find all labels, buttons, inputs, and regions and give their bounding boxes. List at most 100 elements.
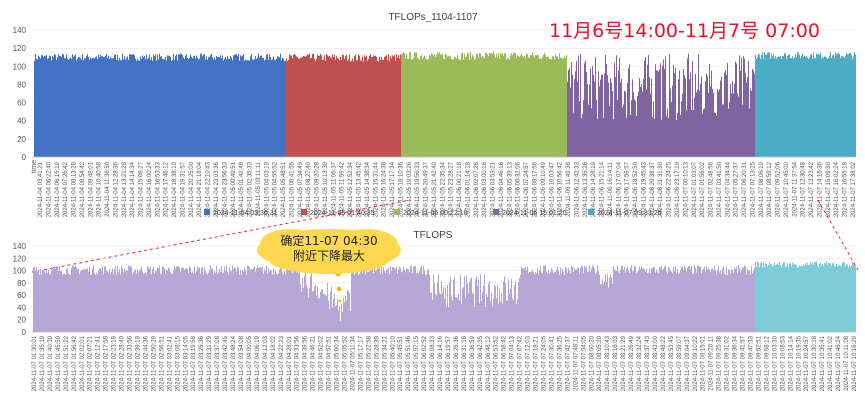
callout-line-2: 附近下降最大 [292,249,365,263]
bottom-bar [49,273,50,332]
top-bar [457,54,458,158]
top-bar [550,58,551,157]
top-bar [119,57,120,157]
top-bar [787,55,788,157]
bottom-bar [536,273,537,332]
top-bar [796,57,797,158]
bottom-bar [299,265,300,332]
top-x-tick-label: 2024-11-05 22:35:34 [440,161,446,217]
bottom-bar [617,265,618,332]
bottom-bar [639,266,640,332]
bottom-bar [321,289,322,332]
bottom-bar [415,266,416,332]
bottom-bar [316,295,317,332]
top-bar [50,55,51,157]
top-x-tick-label: 2024-11-06 20:38:37 [650,161,656,217]
bottom-bar [72,265,73,332]
top-bar [123,59,124,157]
top-bar [320,53,321,157]
top-bar [556,56,557,157]
bottom-bar [269,271,270,332]
top-bar [87,54,88,157]
top-x-tick-label: 2024-11-04 09:48:01 [88,161,94,217]
top-bar [501,54,502,157]
bottom-x-tick-label: 2024-11-07 06:58:42 [502,335,508,391]
top-x-tick-label: 2024-11-04 07:26:42 [63,161,69,217]
bottom-bar [318,298,319,332]
bottom-bar [373,273,374,332]
bottom-bar [634,265,635,332]
top-bar [763,58,764,157]
bottom-bar [619,273,620,332]
bottom-bar [306,285,307,332]
top-bar [482,56,483,158]
bottom-bar [138,272,139,332]
bottom-bar [506,300,507,332]
top-bar [764,52,765,157]
top-bar [760,58,761,158]
bottom-bar [185,268,186,332]
bottom-bar [414,265,415,332]
top-bar [72,54,73,157]
bottom-bar [422,274,423,332]
top-bar [584,63,585,157]
top-x-tick-label: 2024-11-04 08:54:42 [80,161,86,217]
top-bar [842,55,843,157]
top-bar [159,53,160,157]
top-x-tick-label: 2024-11-04 23:03:36 [214,161,220,217]
top-bar [499,58,500,158]
bottom-bar [45,273,46,332]
bottom-bar [182,267,183,332]
top-bar [818,54,819,158]
top-bar [776,58,777,157]
top-bar [121,60,122,157]
bottom-bar [76,267,77,332]
bottom-bar [399,266,400,332]
bottom-bar [729,269,730,332]
bottom-bar [330,291,331,332]
top-bar [143,57,144,157]
bottom-bar [693,274,694,332]
bottom-bar [407,268,408,332]
bottom-x-tick-label: 2024-11-07 02:44:36 [143,335,149,391]
bottom-bar [340,320,341,332]
bottom-bar [265,270,266,332]
bottom-bar [465,298,466,332]
top-bar [436,54,437,157]
bottom-bar [784,262,785,332]
top-series-4 [567,53,755,158]
top-bar [581,118,582,157]
top-x-tick-label: 2024-11-05 04:03:19 [264,161,270,217]
bottom-bar [767,266,768,332]
top-bar [582,113,583,157]
bottom-bar [431,292,432,332]
top-bar [738,96,739,157]
top-bar [385,56,386,158]
bottom-bar [58,271,59,332]
top-bar [141,59,142,157]
bottom-bar [210,265,211,332]
bottom-x-tick-label: 2024-11-07 03:19:58 [191,335,197,391]
bottom-bar [230,270,231,332]
top-bar [153,54,154,158]
bottom-x-tick-label: 2024-11-07 04:52:02 [319,335,325,391]
top-bar [504,53,505,157]
bottom-bar [742,267,743,332]
bottom-x-tick-label: 2024-11-07 10:24:57 [804,335,810,391]
bottom-bar [487,296,488,332]
top-x-tick-label: 2024-11-07 05:27:37 [734,161,740,217]
top-bar [790,58,791,157]
bottom-bar [86,269,87,332]
top-bar [684,75,685,157]
bottom-bar [344,302,345,332]
bottom-bar [109,268,110,332]
bottom-bar [167,270,168,332]
top-bar [74,55,75,157]
bottom-bar [755,261,756,332]
bottom-bar [540,266,541,332]
bottom-bar [686,271,687,332]
bottom-bar [655,272,656,332]
top-bar [789,54,790,157]
top-bar [128,59,129,157]
bottom-bar [566,267,567,332]
